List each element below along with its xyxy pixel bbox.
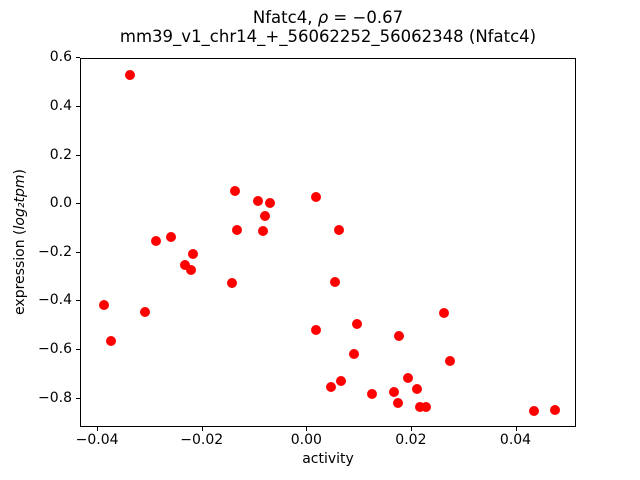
data-point [329, 277, 340, 288]
x-axis-tick-label: 0.00 [290, 432, 322, 448]
data-point [444, 355, 455, 366]
y-axis-label-math: log₂tpm [12, 174, 28, 230]
y-axis-tick [76, 57, 80, 59]
chart-title-line-1: Nfatc4, ρ = −0.67 [80, 8, 576, 27]
y-axis-tick-label: 0.6 [49, 49, 72, 66]
y-axis-tick [76, 154, 80, 156]
data-point [411, 384, 422, 395]
y-axis-tick-label: −0.2 [38, 243, 72, 260]
y-axis-tick [76, 105, 80, 107]
y-axis-tick [76, 300, 80, 302]
x-axis-tick-label: 0.02 [395, 432, 427, 448]
data-point [388, 387, 399, 398]
data-point [326, 381, 337, 392]
x-axis-tick [515, 427, 517, 431]
chart-title: Nfatc4, ρ = −0.67 mm39_v1_chr14_+_560622… [80, 8, 576, 46]
y-axis-tick [76, 397, 80, 399]
data-point [230, 185, 241, 196]
data-point [106, 335, 117, 346]
title-correlation-value: = −0.67 [328, 8, 404, 27]
x-axis-tick [306, 427, 308, 431]
x-axis-tick-label: −0.04 [75, 432, 119, 448]
y-axis-tick [76, 349, 80, 350]
data-point [529, 406, 540, 417]
y-axis-tick-label: −0.6 [38, 341, 72, 357]
data-point [185, 265, 196, 276]
x-axis-tick-label: −0.02 [180, 432, 224, 448]
x-axis-tick [410, 427, 412, 431]
data-point [367, 388, 378, 399]
y-axis-tick [76, 251, 80, 253]
plot-area [80, 58, 576, 427]
data-point [124, 70, 135, 81]
data-point [420, 402, 431, 413]
data-point [415, 402, 426, 413]
y-axis-label-close: ) [12, 169, 28, 175]
data-point [394, 331, 405, 342]
data-point [180, 260, 191, 271]
data-point [352, 319, 362, 330]
data-point [348, 348, 359, 359]
x-axis-tick [97, 427, 99, 431]
y-axis-tick-label: −0.8 [38, 389, 72, 406]
data-point [393, 397, 404, 408]
x-axis-label: activity [302, 451, 354, 467]
data-point [187, 248, 198, 259]
title-gene-text: Nfatc4, [252, 8, 318, 27]
title-rho-symbol: ρ [317, 8, 329, 27]
data-point [150, 235, 161, 246]
data-point [549, 404, 560, 415]
x-axis-tick-label: 0.04 [499, 432, 532, 448]
y-axis-label-text: expression ( [12, 229, 28, 315]
data-point [310, 192, 321, 203]
data-point [334, 225, 345, 236]
x-axis-tick [201, 427, 203, 431]
chart-subtitle: mm39_v1_chr14_+_56062252_56062348 (Nfatc… [119, 27, 537, 46]
y-axis-label: expression (log₂tpm) [12, 169, 28, 315]
data-point [265, 198, 276, 209]
data-point [438, 308, 449, 319]
y-axis-tick-label: −0.4 [38, 292, 72, 309]
data-point [335, 376, 346, 387]
data-point [252, 195, 263, 206]
y-axis-tick-label: 0.0 [49, 195, 72, 212]
data-point [232, 225, 243, 236]
data-point [311, 324, 322, 335]
data-point [165, 231, 176, 242]
data-point [98, 300, 109, 311]
y-axis-tick-label: 0.2 [49, 146, 72, 163]
y-axis-tick [76, 203, 80, 205]
data-point [402, 372, 413, 383]
y-axis-tick-label: 0.4 [49, 97, 72, 114]
data-point [258, 225, 269, 236]
data-point [139, 307, 150, 318]
data-point [259, 210, 270, 221]
data-point [226, 278, 237, 289]
